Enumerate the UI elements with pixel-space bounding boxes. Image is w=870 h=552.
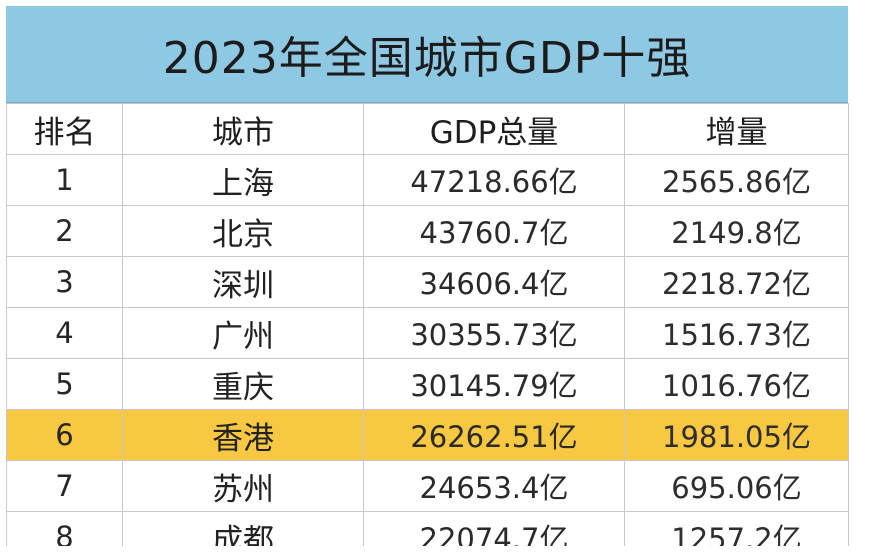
table-row: 3 深圳 34606.4亿 2218.72亿 — [6, 256, 849, 308]
city-cell: 北京 — [122, 205, 364, 257]
increase-cell: 1016.76亿 — [624, 358, 849, 410]
rank-cell: 3 — [6, 256, 123, 308]
table-row: 1 上海 47218.66亿 2565.86亿 — [6, 154, 849, 206]
header-city: 城市 — [122, 103, 364, 155]
city-cell: 苏州 — [122, 460, 364, 512]
gdp-ranking-table: 排名 城市 GDP总量 增量 1 上海 47218.66亿 2565.86亿 2… — [6, 103, 849, 552]
table-row: 4 广州 30355.73亿 1516.73亿 — [6, 307, 849, 359]
table-row: 5 重庆 30145.79亿 1016.76亿 — [6, 358, 849, 410]
gdp-cell: 26262.51亿 — [363, 409, 625, 461]
rank-cell: 6 — [6, 409, 123, 461]
rank-cell: 7 — [6, 460, 123, 512]
increase-cell: 2149.8亿 — [624, 205, 849, 257]
table-header-row: 排名 城市 GDP总量 增量 — [6, 103, 849, 155]
gdp-cell: 47218.66亿 — [363, 154, 625, 206]
gdp-cell: 43760.7亿 — [363, 205, 625, 257]
increase-cell: 1981.05亿 — [624, 409, 849, 461]
rank-cell: 5 — [6, 358, 123, 410]
page-title: 2023年全国城市GDP十强 — [162, 33, 692, 84]
table-row: 2 北京 43760.7亿 2149.8亿 — [6, 205, 849, 257]
increase-cell: 1516.73亿 — [624, 307, 849, 359]
rank-cell: 8 — [6, 511, 123, 552]
table-row-highlighted: 6 香港 26262.51亿 1981.05亿 — [6, 409, 849, 461]
increase-cell: 2218.72亿 — [624, 256, 849, 308]
rank-cell: 2 — [6, 205, 123, 257]
city-cell: 广州 — [122, 307, 364, 359]
page-bottom-edge — [0, 546, 870, 552]
increase-cell: 695.06亿 — [624, 460, 849, 512]
gdp-cell: 24653.4亿 — [363, 460, 625, 512]
city-cell: 深圳 — [122, 256, 364, 308]
header-increase: 增量 — [624, 103, 849, 155]
rank-cell: 1 — [6, 154, 123, 206]
gdp-cell: 30145.79亿 — [363, 358, 625, 410]
gdp-cell: 34606.4亿 — [363, 256, 625, 308]
gdp-ranking-sheet: 2023年全国城市GDP十强 排名 城市 GDP总量 增量 1 上海 47218… — [6, 6, 849, 552]
city-cell: 香港 — [122, 409, 364, 461]
increase-cell: 2565.86亿 — [624, 154, 849, 206]
header-gdp: GDP总量 — [363, 103, 625, 155]
city-cell: 重庆 — [122, 358, 364, 410]
table-row: 7 苏州 24653.4亿 695.06亿 — [6, 460, 849, 512]
header-rank: 排名 — [6, 103, 123, 155]
city-cell: 上海 — [122, 154, 364, 206]
gdp-cell: 30355.73亿 — [363, 307, 625, 359]
rank-cell: 4 — [6, 307, 123, 359]
title-bar: 2023年全国城市GDP十强 — [6, 6, 848, 103]
